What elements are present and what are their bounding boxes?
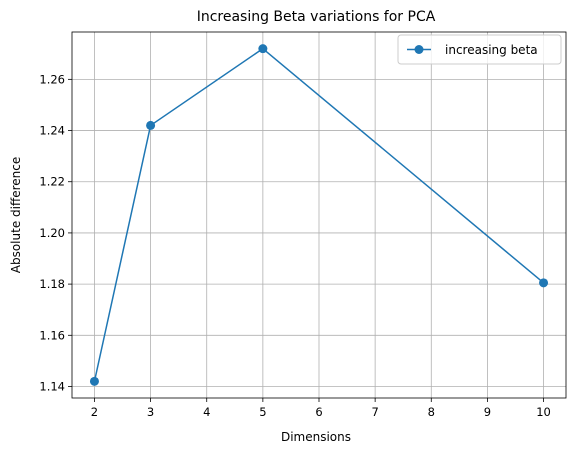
x-tick-label: 10 — [536, 405, 551, 419]
chart-title: Increasing Beta variations for PCA — [197, 9, 436, 25]
x-tick-label: 9 — [484, 405, 491, 419]
series-lines — [93, 47, 545, 382]
y-tick-label: 1.24 — [39, 124, 65, 138]
data-point — [258, 44, 268, 54]
x-tick-label: 2 — [91, 405, 98, 419]
x-tick-label: 5 — [259, 405, 266, 419]
y-tick-label: 1.14 — [39, 379, 65, 393]
y-tick-label: 1.18 — [39, 277, 65, 291]
x-axis-ticks: 2 3 4 5 6 7 8 9 10 — [91, 398, 551, 419]
data-point — [539, 278, 549, 288]
data-point — [146, 120, 156, 130]
legend-box — [397, 34, 562, 65]
series-markers — [89, 44, 549, 386]
x-tick-label: 7 — [371, 405, 378, 419]
legend-marker-swatch — [414, 45, 424, 54]
y-tick-label: 1.22 — [39, 175, 65, 189]
x-tick-label: 8 — [428, 405, 435, 419]
x-tick-label: 6 — [315, 405, 322, 419]
y-tick-label: 1.20 — [39, 226, 65, 240]
x-axis-label: Dimensions — [281, 430, 351, 444]
y-axis-label: Absolute difference — [9, 157, 23, 274]
legend-label: increasing beta — [445, 43, 538, 57]
x-tick-label: 3 — [147, 405, 154, 419]
series-line — [93, 47, 545, 382]
x-tick-label: 4 — [203, 405, 210, 419]
y-tick-label: 1.26 — [39, 72, 65, 86]
y-axis-ticks: 1.14 1.16 1.18 1.20 1.22 1.24 1.26 — [39, 72, 72, 393]
legend: increasing beta — [397, 34, 562, 65]
y-tick-label: 1.16 — [39, 328, 65, 342]
data-point — [89, 376, 99, 386]
